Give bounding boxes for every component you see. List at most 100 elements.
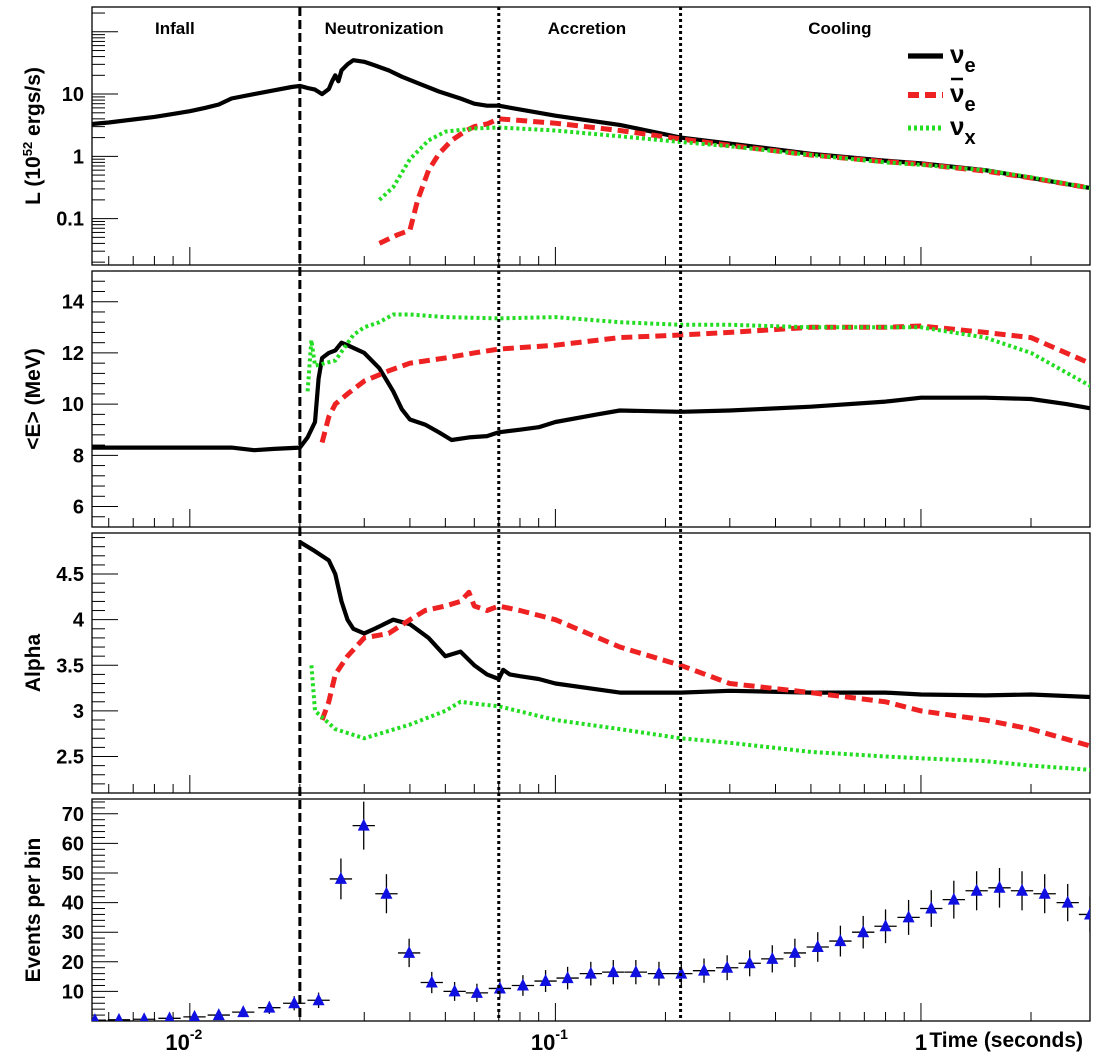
data-point xyxy=(443,981,466,1001)
plot-frame xyxy=(91,6,1091,266)
marker-triangle xyxy=(584,966,597,979)
marker-triangle xyxy=(114,1012,124,1021)
data-point xyxy=(874,909,897,944)
y-tick-label: 3.5 xyxy=(56,655,84,677)
marker-triangle xyxy=(237,1005,250,1018)
data-point xyxy=(806,932,829,962)
y-tick-label: 12 xyxy=(62,343,84,365)
y-tick-label: 4.5 xyxy=(56,564,84,586)
data-point xyxy=(1010,871,1034,911)
marker-triangle xyxy=(425,975,438,988)
panel-2: 6 8 10 12 14 <E> (MeV) xyxy=(22,270,1091,528)
marker-triangle xyxy=(947,892,960,905)
marker-triangle xyxy=(357,818,370,831)
y-tick-label: 14 xyxy=(62,292,85,314)
y-tick-label: 20 xyxy=(62,952,84,974)
series-line-nu_e xyxy=(92,340,1090,453)
y-tick-label: 1 xyxy=(73,146,84,168)
data-point xyxy=(942,880,965,919)
y-tick-label: 8 xyxy=(73,445,84,467)
series-line-nu_x xyxy=(378,125,1090,202)
data-point xyxy=(829,925,852,957)
y-tick-label: 10 xyxy=(62,394,84,416)
marker-triangle xyxy=(188,1009,201,1021)
y-tick-label: 70 xyxy=(62,804,84,826)
series-layer xyxy=(92,58,1090,246)
x-axis: Time (seconds) 10-2 10-1 1 xyxy=(165,1026,1083,1055)
data-point xyxy=(579,961,602,986)
y-tick-label: 2.5 xyxy=(56,747,84,769)
marker-triangle xyxy=(403,945,416,958)
marker-triangle xyxy=(857,925,870,938)
phase-label: Accretion xyxy=(548,19,626,38)
data-point xyxy=(761,945,784,973)
data-point xyxy=(965,871,988,911)
y-tick-label: 10 xyxy=(62,84,84,106)
x-axis-label: Time (seconds) xyxy=(929,1029,1083,1052)
marker-triangle xyxy=(539,974,552,987)
y-axis-label: Events per bin xyxy=(22,838,45,983)
marker-triangle xyxy=(263,1000,276,1013)
legend-label: νe xyxy=(950,78,976,116)
data-point xyxy=(988,867,1011,908)
data-point xyxy=(397,938,421,968)
data-point xyxy=(602,960,625,985)
panel-3: 2.5 3 3.5 4 4.5 Alpha xyxy=(22,532,1091,794)
marker-triangle xyxy=(561,971,574,984)
data-point xyxy=(329,858,353,900)
data-point xyxy=(92,1013,107,1021)
series-line-nu_x xyxy=(305,312,1090,392)
marker-triangle xyxy=(766,951,779,964)
marker-triangle xyxy=(879,919,892,932)
marker-triangle xyxy=(212,1008,225,1021)
marker-triangle xyxy=(721,960,734,973)
marker-triangle xyxy=(925,901,938,914)
series-line-nu_e xyxy=(92,58,1090,191)
legend-label: νx xyxy=(950,111,976,149)
data-point xyxy=(183,1009,206,1021)
marker-triangle xyxy=(312,993,325,1006)
marker-triangle xyxy=(834,934,847,947)
data-point xyxy=(133,1012,156,1021)
y-tick-label: 60 xyxy=(62,833,84,855)
panel-4: 10 20 30 40 50 60 70 Events per bin xyxy=(22,798,1091,1022)
marker-triangle xyxy=(970,883,983,896)
data-point xyxy=(258,1000,281,1014)
data-point xyxy=(307,992,330,1008)
plot-frame xyxy=(91,798,1091,1022)
marker-triangle xyxy=(1038,886,1051,899)
data-point xyxy=(1056,883,1079,922)
data-point xyxy=(783,938,807,968)
data-point xyxy=(738,950,761,977)
marker-triangle xyxy=(993,880,1006,893)
marker-triangle xyxy=(139,1012,149,1021)
data-point xyxy=(897,899,920,935)
marker-triangle xyxy=(743,956,756,969)
marker-triangle xyxy=(92,1013,99,1021)
data-point xyxy=(556,966,579,990)
data-point xyxy=(852,915,875,949)
plot-frame xyxy=(91,532,1091,794)
data-point xyxy=(207,1008,230,1021)
series-line-nubar_e xyxy=(319,323,1090,444)
phase-label: Infall xyxy=(155,19,195,38)
legend-label: νe xyxy=(950,39,976,77)
x-tick-label: 10-2 xyxy=(165,1026,202,1055)
data-point xyxy=(352,801,375,850)
y-tick-label: 10 xyxy=(62,981,84,1003)
x-tick-label: 1 xyxy=(915,1030,927,1055)
marker-triangle xyxy=(448,984,461,997)
y-axis-label: L (1052 ergs/s) xyxy=(20,67,45,205)
marker-triangle xyxy=(1084,907,1090,920)
data-point xyxy=(715,955,739,981)
marker-triangle xyxy=(607,965,620,978)
phase-layer: Infall Neutronization Accretion Cooling xyxy=(155,7,871,1021)
y-axis-label: Alpha xyxy=(22,634,45,693)
series-layer xyxy=(298,540,1090,772)
data-point xyxy=(1078,896,1090,933)
y-axis-label: <E> (MeV) xyxy=(22,348,45,450)
series-layer xyxy=(92,312,1090,453)
marker-triangle xyxy=(629,965,642,978)
